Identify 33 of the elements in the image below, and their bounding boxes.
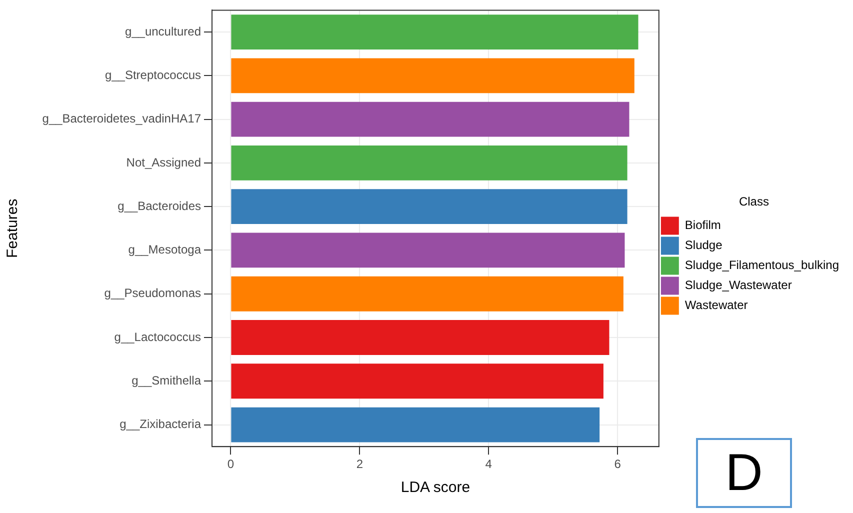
y-tick-label: g__Bacteroidetes_vadinHA17 xyxy=(42,112,202,126)
bar xyxy=(231,102,630,137)
x-tick-label: 4 xyxy=(485,457,492,472)
bar xyxy=(231,364,604,399)
bar xyxy=(231,407,600,442)
y-tick-label: g__Bacteroides xyxy=(118,198,201,213)
legend-label: Sludge xyxy=(684,238,723,252)
legend-label: Wastewater xyxy=(684,298,748,312)
y-tick-label: g__uncultured xyxy=(124,24,201,38)
legend-label: Biofilm xyxy=(684,218,721,232)
bar xyxy=(231,232,625,268)
legend-label: Sludge_Wastewater xyxy=(684,278,792,292)
bar xyxy=(231,14,638,50)
legend-title: Class xyxy=(738,194,769,209)
bar xyxy=(231,276,624,312)
bar xyxy=(231,189,628,224)
bar xyxy=(231,58,634,94)
bar xyxy=(231,320,610,355)
y-tick-label: Not_Assigned xyxy=(126,155,201,170)
x-tick-label: 0 xyxy=(227,457,234,472)
y-tick-label: g__Lactococcus xyxy=(114,330,201,344)
legend-label: Sludge_Filamentous_bulking xyxy=(684,258,840,272)
y-tick-label: g__Pseudomonas xyxy=(104,286,201,300)
y-tick-label: g__Streptococcus xyxy=(104,68,201,82)
x-axis-title: LDA score xyxy=(400,479,470,496)
x-tick-label: 6 xyxy=(614,457,622,472)
y-tick-label: g__Smithella xyxy=(132,373,202,388)
bar xyxy=(231,145,628,180)
text: D xyxy=(725,443,763,503)
x-tick-label: 2 xyxy=(356,457,364,472)
y-tick-label: g__Zixibacteria xyxy=(120,417,202,432)
y-axis-title: Features xyxy=(4,198,22,258)
y-tick-label: g__Mesotoga xyxy=(128,242,202,257)
